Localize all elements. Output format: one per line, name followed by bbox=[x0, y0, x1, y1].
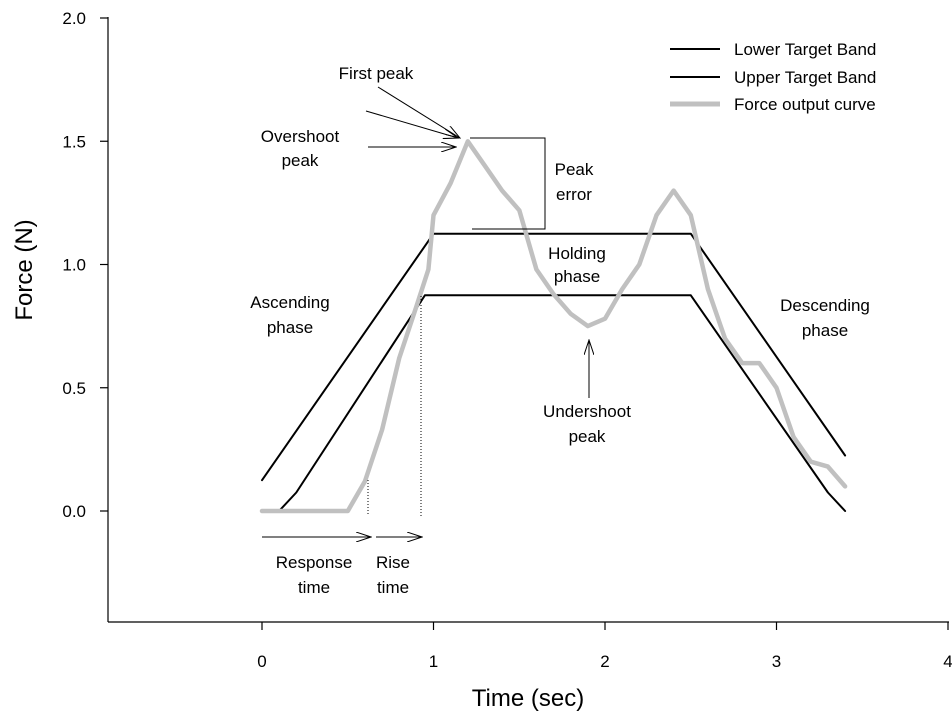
legend-label-lower-target-band: Lower Target Band bbox=[734, 40, 876, 59]
legend: Lower Target Band Upper Target Band Forc… bbox=[670, 40, 876, 114]
descending-label-line1: Descending bbox=[780, 296, 870, 315]
response-time-label-line1: Response bbox=[276, 553, 353, 572]
ascending-label-line1: Ascending bbox=[250, 293, 329, 312]
rise-time-label-line1: Rise bbox=[376, 553, 410, 572]
overshoot-label-line1: Overshoot bbox=[261, 127, 340, 146]
rise-time-label-line2: time bbox=[377, 578, 409, 597]
y-ticks: 0.0 0.5 1.0 1.5 2.0 bbox=[62, 9, 108, 521]
x-tick-label: 3 bbox=[772, 652, 781, 671]
peak-error-label-line1: Peak bbox=[555, 160, 594, 179]
x-tick-label: 0 bbox=[257, 652, 266, 671]
y-tick-label: 1.0 bbox=[62, 256, 86, 275]
response-time-label-line2: time bbox=[298, 578, 330, 597]
holding-label-line2: phase bbox=[554, 267, 600, 286]
series-line-force-output-curve bbox=[259, 139, 848, 514]
holding-label-line1: Holding bbox=[548, 244, 606, 263]
descending-label-line2: phase bbox=[802, 321, 848, 340]
y-tick-label: 2.0 bbox=[62, 9, 86, 28]
x-axis-title: Time (sec) bbox=[472, 685, 584, 712]
peak-error-bracket bbox=[470, 137, 546, 230]
undershoot-label-line1: Undershoot bbox=[543, 402, 631, 421]
legend-label-upper-target-band: Upper Target Band bbox=[734, 68, 876, 87]
overshoot-label-line2: peak bbox=[282, 151, 319, 170]
x-ticks: 0 1 2 3 4 bbox=[257, 622, 952, 671]
ascending-label-line2: phase bbox=[267, 318, 313, 337]
series-layer bbox=[259, 139, 848, 514]
y-tick-label: 0.5 bbox=[62, 379, 86, 398]
x-tick-label: 1 bbox=[429, 652, 438, 671]
y-tick-label: 1.5 bbox=[62, 132, 86, 151]
first-peak-label: First peak bbox=[339, 64, 414, 83]
first-peak-arrow bbox=[377, 86, 460, 138]
x-tick-label: 2 bbox=[600, 652, 609, 671]
legend-label-force-output-curve: Force output curve bbox=[734, 95, 876, 114]
y-axis-title: Force (N) bbox=[11, 219, 38, 320]
overshoot-arrow-a bbox=[365, 110, 458, 138]
undershoot-label-line2: peak bbox=[569, 427, 606, 446]
series-line-upper-target-band bbox=[278, 294, 847, 512]
x-tick-label: 4 bbox=[943, 652, 952, 671]
peak-error-label-line2: error bbox=[556, 185, 592, 204]
y-tick-label: 0.0 bbox=[62, 502, 86, 521]
series-line-lower-target-band bbox=[261, 232, 847, 482]
